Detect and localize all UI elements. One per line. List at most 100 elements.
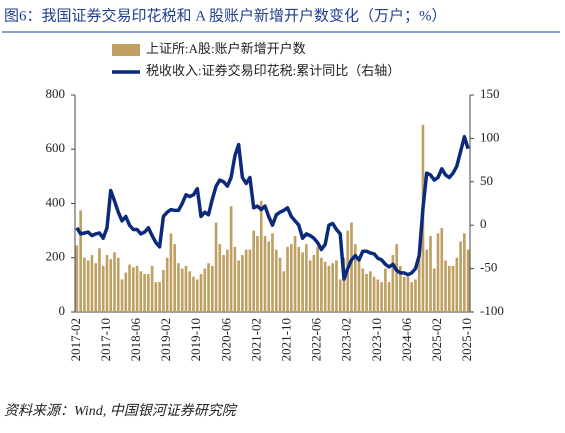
x-tick-label: 2024-06 — [399, 318, 414, 362]
bar — [210, 265, 214, 312]
bar — [147, 274, 150, 312]
y2-tick-label: -50 — [480, 260, 497, 275]
source: 资料来源：Wind, 中国银河证券研究院 — [4, 403, 238, 419]
bar — [203, 268, 207, 312]
bar — [399, 265, 402, 312]
bar — [353, 244, 357, 312]
bar — [293, 236, 297, 312]
bar — [150, 265, 154, 312]
y2-tick-label: 100 — [480, 129, 500, 144]
x-tick-label: 2017-10 — [98, 318, 113, 361]
legend-swatch — [112, 44, 140, 56]
bar — [259, 200, 263, 312]
bar — [252, 230, 256, 312]
bar — [105, 255, 109, 312]
bar — [244, 249, 248, 312]
bar — [173, 244, 177, 312]
bar — [387, 282, 391, 312]
x-tick-label: 2017-02 — [68, 318, 83, 361]
bar — [267, 241, 271, 312]
x-tick-label: 2023-02 — [339, 318, 354, 361]
bar — [361, 268, 365, 312]
bar — [305, 244, 308, 312]
bar — [120, 279, 124, 312]
bar — [376, 279, 380, 312]
bar — [402, 276, 406, 312]
bar — [86, 260, 90, 312]
bar — [271, 233, 274, 312]
x-tick-label: 2022-06 — [309, 318, 324, 362]
chart-title: 图6：我国证券交易印花税和 A 股账户新增开户数变化（万户；%） — [4, 6, 447, 24]
x-tick-label: 2020-06 — [218, 318, 233, 362]
bar — [466, 249, 470, 312]
bar — [455, 257, 459, 312]
bar — [274, 249, 278, 312]
bar — [451, 265, 455, 312]
bar — [124, 272, 128, 312]
bar — [184, 265, 188, 312]
bar — [368, 271, 372, 312]
bar — [128, 264, 131, 312]
bar — [406, 276, 410, 312]
bar — [79, 210, 82, 312]
bar — [372, 276, 376, 312]
bar — [395, 244, 398, 312]
x-tick-label: 2019-10 — [188, 318, 203, 361]
bar — [169, 233, 173, 312]
bar — [188, 271, 192, 312]
x-tick-label: 2023-10 — [369, 318, 384, 361]
y-tick-label: 0 — [59, 303, 66, 318]
bar — [463, 233, 466, 312]
line — [75, 134, 470, 281]
bar — [241, 255, 244, 312]
bar — [440, 227, 444, 312]
bar — [162, 269, 165, 312]
legend-label: 上证所:A股:账户新增开户数 — [146, 41, 306, 56]
bar — [320, 257, 323, 312]
bar — [384, 268, 387, 312]
bar — [158, 282, 161, 312]
bar — [429, 236, 432, 312]
y-tick-label: 200 — [46, 249, 66, 264]
y-tick-label: 600 — [46, 140, 66, 155]
bar — [180, 268, 184, 312]
y2-tick-label: 50 — [480, 173, 493, 188]
bar — [154, 282, 158, 312]
legend-label: 税收收入:证券交易印花税:累计同比（右轴） — [146, 63, 400, 78]
bar — [323, 261, 327, 312]
bar — [75, 245, 79, 312]
bar — [98, 248, 101, 312]
bar — [192, 276, 195, 312]
bar — [131, 267, 135, 312]
bar — [278, 257, 282, 312]
bar — [263, 236, 267, 312]
bar — [380, 282, 383, 312]
y2-tick-label: 0 — [480, 216, 487, 231]
bar — [165, 257, 169, 312]
bar — [338, 279, 342, 312]
bar — [177, 263, 180, 312]
bar — [312, 255, 316, 312]
bar — [248, 249, 252, 312]
bar — [391, 255, 395, 312]
bar — [237, 260, 240, 312]
x-tick-label: 2021-10 — [279, 318, 294, 361]
bar — [218, 244, 222, 312]
x-tick-label: 2018-06 — [128, 318, 143, 362]
bar — [365, 274, 368, 312]
bar — [229, 206, 233, 312]
bar — [301, 252, 304, 312]
bar — [414, 279, 417, 312]
bar — [207, 263, 210, 312]
y-tick-label: 400 — [46, 194, 66, 209]
bar — [83, 257, 86, 312]
bar — [90, 255, 94, 312]
y-tick-label: 800 — [46, 86, 66, 101]
bar — [286, 246, 289, 312]
bar — [436, 233, 440, 312]
bar — [459, 241, 462, 312]
bar — [342, 257, 346, 312]
bar — [94, 263, 98, 312]
bar — [113, 252, 116, 312]
